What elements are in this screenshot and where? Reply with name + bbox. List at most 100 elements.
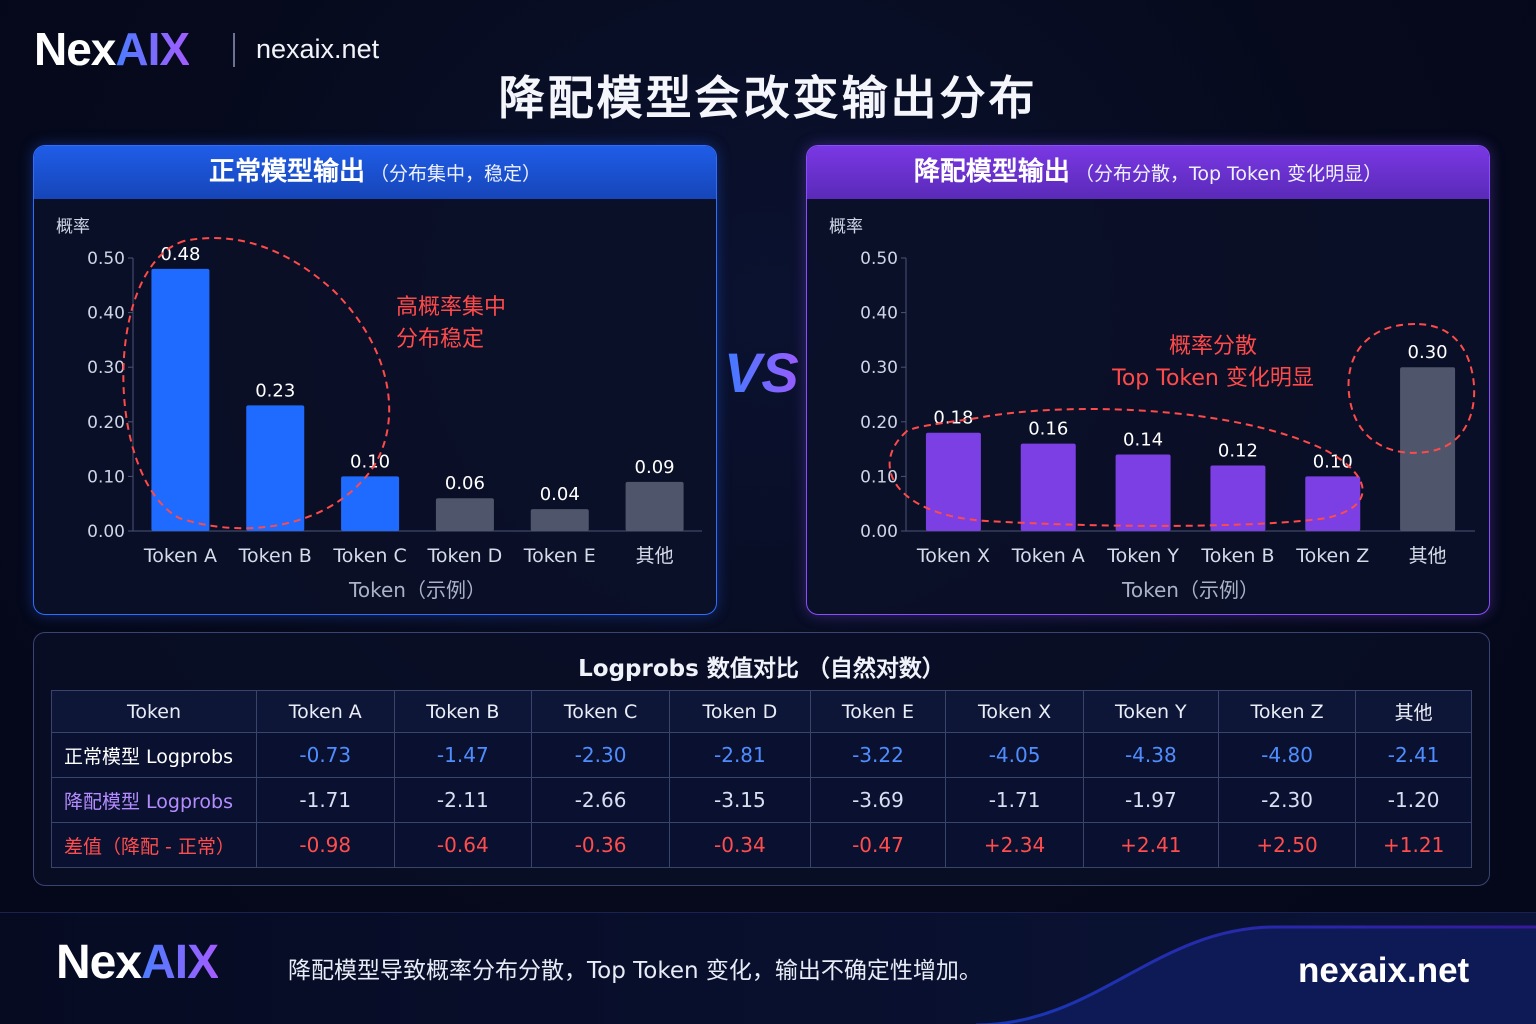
table-cell: -2.30 — [1217, 777, 1357, 823]
table-row-label: 正常模型 Logprobs — [51, 732, 257, 778]
page-title: 降配模型会改变输出分布 — [498, 71, 1038, 125]
degraded-panel-subtitle: （分布分散，Top Token 变化明显） — [1074, 163, 1383, 185]
footer-caption: 降配模型导致概率分布分散，Top Token 变化，输出不确定性增加。 — [288, 958, 982, 984]
x-tick-label: Token X — [916, 545, 990, 567]
table-cell: -3.22 — [809, 732, 947, 778]
bar-token-x — [925, 432, 981, 531]
table-row-label: 降配模型 Logprobs — [51, 777, 257, 823]
x-tick-label: Token E — [523, 545, 596, 567]
bar-token-d — [435, 498, 494, 531]
table-header-cell: Token B — [393, 690, 533, 733]
table-cell: +2.34 — [945, 822, 1084, 868]
table-cell: -2.41 — [1355, 732, 1472, 778]
table-cell: -0.98 — [256, 822, 395, 868]
bar-token-a — [151, 268, 210, 531]
bar-value-label: 0.23 — [255, 380, 295, 401]
y-tick-label: 0.00 — [860, 522, 898, 542]
table-cell: -1.47 — [393, 732, 533, 778]
degraded-model-panel: 降配模型输出 （分布分散，Top Token 变化明显） 概率 0.00 0.10 0… — [806, 145, 1490, 615]
table-cell: -1.71 — [945, 777, 1084, 823]
table-row: 差值（降配 - 正常） -0.98 -0.64 -0.36 -0.34 -0.47 +2.3… — [51, 822, 1472, 868]
footer-url: nexaix.net — [1298, 951, 1470, 990]
bar-token-z — [1305, 476, 1361, 531]
table-cell: -0.36 — [531, 822, 671, 868]
y-axis-label: 概率 — [56, 217, 90, 237]
table-cell: -3.69 — [809, 777, 947, 823]
bar-token-e — [530, 509, 589, 531]
bar-value-label: 0.04 — [540, 484, 580, 505]
table-cell: -4.38 — [1082, 732, 1219, 778]
bar-value-label: 0.18 — [933, 408, 973, 429]
x-tick-label: Token C — [332, 545, 406, 567]
x-tick-label: Token Z — [1295, 545, 1369, 567]
degraded-panel-header: 降配模型输出 （分布分散，Top Token 变化明显） — [807, 146, 1489, 199]
table-header-token: Token — [51, 690, 257, 733]
x-tick-label: 其他 — [1409, 545, 1447, 567]
bar-value-label: 0.48 — [160, 244, 200, 265]
table-header-row: Token Token A Token B Token C Token D Token E… — [51, 690, 1472, 733]
table-cell: -0.64 — [393, 822, 533, 868]
bar-value-label: 0.10 — [1313, 451, 1353, 472]
degraded-model-chart: 概率 0.00 0.10 0.20 0.30 0.40 0.50 0.18 Token X 0.1… — [829, 217, 1476, 602]
table-cell: -1.20 — [1355, 777, 1472, 823]
bar-token-b — [246, 405, 305, 531]
y-tick-label: 0.10 — [87, 467, 125, 487]
table-header-cell: Token E — [809, 690, 947, 733]
bar-其他 — [1400, 367, 1456, 531]
y-tick-label: 0.50 — [87, 249, 125, 269]
normal-panel-header: 正常模型输出 （分布集中，稳定） — [34, 146, 716, 199]
bar-token-c — [341, 476, 400, 531]
footer-brand-logo: NexAIX — [56, 935, 219, 990]
table-cell: +2.50 — [1217, 822, 1357, 868]
annotation-dashed-outline — [1347, 322, 1476, 454]
y-tick-label: 0.40 — [860, 304, 898, 324]
bar-value-label: 0.06 — [445, 473, 485, 494]
table-row-label: 差值（降配 - 正常） — [51, 822, 257, 868]
x-tick-label: Token B — [1200, 545, 1274, 567]
table-header-cell: Token Y — [1082, 690, 1219, 733]
y-tick-label: 0.50 — [860, 249, 898, 269]
annotation-text: 概率分散 — [1169, 334, 1257, 359]
bar-value-label: 0.30 — [1408, 342, 1448, 363]
footer-brand-nex: Nex — [56, 936, 142, 989]
bar-value-label: 0.09 — [635, 457, 675, 478]
annotation-text: 高概率集中 — [396, 295, 506, 320]
bar-token-a — [1020, 443, 1076, 531]
y-tick-label: 0.40 — [87, 304, 125, 324]
table-cell: +2.41 — [1082, 822, 1219, 868]
brand-divider — [233, 33, 235, 67]
annotation-text: Top Token 变化明显 — [1111, 366, 1314, 391]
table-header-cell: Token Z — [1217, 690, 1357, 733]
vs-label: VS — [724, 341, 799, 404]
x-tick-label: Token A — [1011, 545, 1085, 567]
y-axis-label: 概率 — [829, 217, 863, 237]
brand-logo: NexAIX — [34, 22, 190, 76]
table-cell: -0.34 — [669, 822, 811, 868]
normal-panel-title: 正常模型输出 — [208, 157, 365, 187]
annotation-text: 分布稳定 — [396, 327, 484, 352]
x-tick-label: Token A — [143, 545, 217, 567]
footer-brand-aix: AIX — [141, 936, 219, 989]
degraded-panel-title: 降配模型输出 — [913, 157, 1070, 187]
y-tick-label: 0.30 — [87, 358, 125, 378]
table-header-cell: Token C — [531, 690, 671, 733]
brand-logo-nex: Nex — [34, 23, 116, 75]
table-header-cell: 其他 — [1355, 690, 1472, 733]
table-cell: -1.97 — [1082, 777, 1219, 823]
table-cell: -3.15 — [669, 777, 811, 823]
x-axis-label: Token（示例） — [1121, 578, 1259, 602]
table-cell: +1.21 — [1355, 822, 1472, 868]
footer-wave-decoration — [976, 925, 1536, 1024]
brand-url: nexaix.net — [256, 34, 380, 64]
x-tick-label: Token D — [427, 545, 503, 567]
x-axis-label: Token（示例） — [348, 578, 486, 602]
brand-logo-aix: AIX — [115, 23, 190, 75]
x-tick-label: Token Y — [1106, 545, 1179, 567]
y-tick-label: 0.20 — [860, 413, 898, 433]
bar-value-label: 0.14 — [1123, 430, 1163, 451]
y-tick-label: 0.30 — [860, 358, 898, 378]
y-tick-label: 0.10 — [860, 467, 898, 487]
normal-panel-subtitle: （分布集中，稳定） — [370, 163, 542, 185]
table-header-cell: Token A — [256, 690, 395, 733]
bar-value-label: 0.12 — [1218, 440, 1258, 461]
